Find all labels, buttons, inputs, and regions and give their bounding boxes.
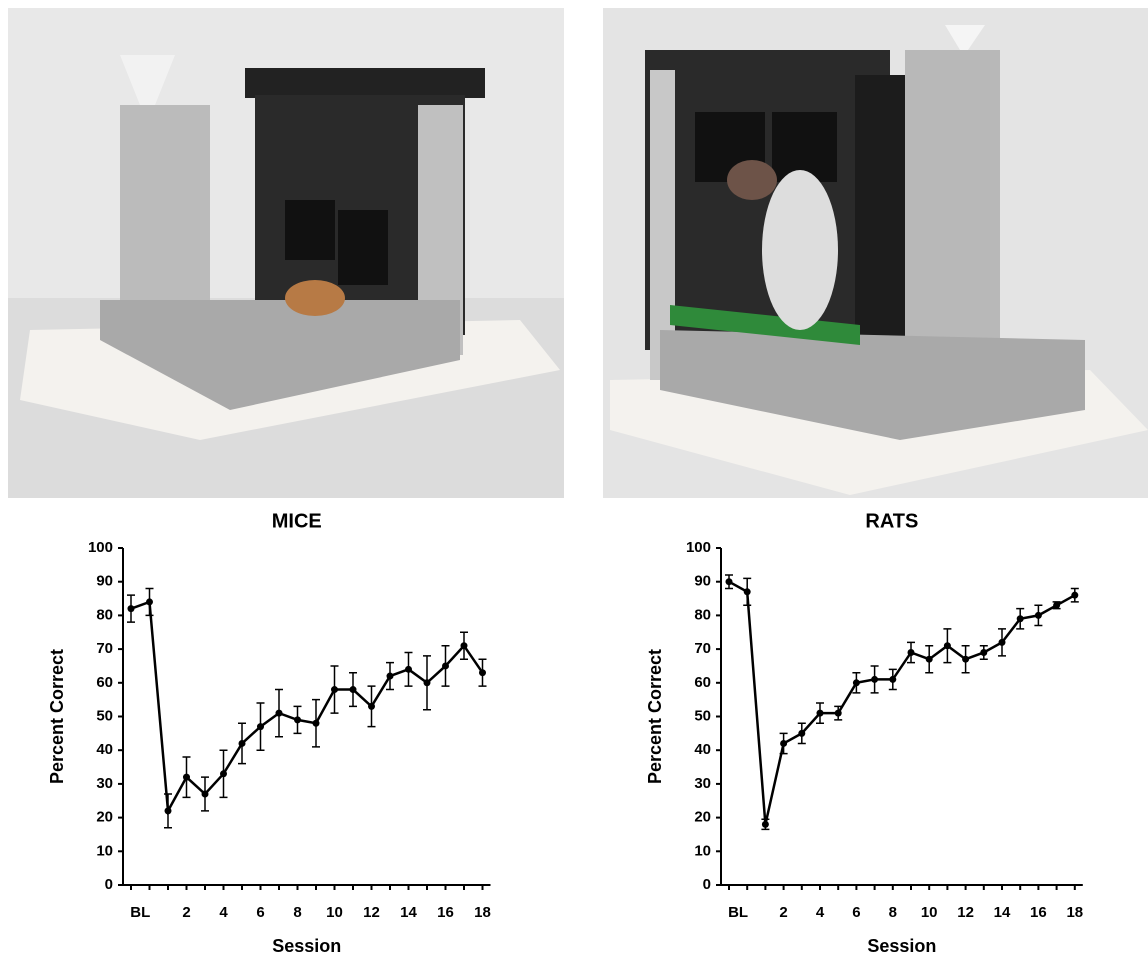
data-point bbox=[889, 675, 897, 683]
data-point bbox=[201, 790, 209, 798]
x-tick-label: 14 bbox=[994, 904, 1011, 921]
x-tick-label: 18 bbox=[474, 904, 491, 921]
data-point bbox=[943, 642, 951, 650]
x-tick-label: 2 bbox=[779, 904, 787, 921]
y-tick-label: 0 bbox=[105, 876, 113, 893]
x-tick-label: 10 bbox=[326, 904, 343, 921]
y-tick-label: 70 bbox=[694, 640, 711, 657]
data-point bbox=[743, 588, 751, 596]
chart-title: RATS bbox=[865, 510, 918, 532]
photo-mice bbox=[8, 8, 564, 498]
y-tick-label: 50 bbox=[694, 707, 711, 724]
x-tick-label: 2 bbox=[182, 904, 190, 921]
x-axis-label: Session bbox=[272, 936, 341, 956]
x-tick-label: 4 bbox=[219, 904, 228, 921]
y-tick-label: 90 bbox=[694, 573, 711, 590]
x-tick-label: 6 bbox=[256, 904, 264, 921]
y-tick-label: 10 bbox=[694, 842, 711, 859]
x-tick-label: 12 bbox=[363, 904, 380, 921]
data-point bbox=[962, 655, 970, 663]
data-point bbox=[780, 739, 788, 747]
data-point bbox=[871, 675, 879, 683]
data-point bbox=[405, 665, 412, 673]
x-tick-label: 10 bbox=[921, 904, 938, 921]
x-tick-label: 18 bbox=[1066, 904, 1083, 921]
y-tick-label: 40 bbox=[694, 741, 711, 758]
chart-title: MICE bbox=[272, 510, 322, 532]
y-tick-label: 40 bbox=[96, 741, 113, 758]
x-tick-label: 4 bbox=[816, 904, 825, 921]
y-tick-label: 100 bbox=[686, 539, 711, 556]
data-point bbox=[442, 662, 449, 670]
data-point bbox=[761, 820, 769, 828]
y-tick-label: 0 bbox=[703, 876, 711, 893]
y-tick-label: 10 bbox=[96, 842, 113, 859]
y-tick-label: 50 bbox=[96, 707, 113, 724]
x-tick-label: 6 bbox=[852, 904, 860, 921]
y-tick-label: 20 bbox=[694, 809, 711, 826]
data-point bbox=[294, 716, 301, 724]
y-tick-label: 70 bbox=[96, 640, 113, 657]
data-point bbox=[479, 669, 486, 677]
x-tick-label: BL bbox=[728, 904, 748, 921]
data-point bbox=[852, 679, 860, 687]
y-tick-label: 30 bbox=[96, 775, 113, 792]
data-point bbox=[460, 642, 468, 650]
data-point bbox=[1034, 611, 1042, 619]
x-tick-label: 8 bbox=[293, 904, 301, 921]
x-tick-label: 16 bbox=[437, 904, 454, 921]
data-point bbox=[907, 648, 915, 656]
data-point bbox=[220, 770, 227, 778]
y-tick-label: 100 bbox=[88, 539, 113, 556]
data-line bbox=[130, 600, 484, 816]
data-point bbox=[312, 719, 320, 727]
data-point bbox=[834, 709, 842, 717]
data-point bbox=[980, 648, 988, 656]
data-point bbox=[146, 598, 153, 606]
data-point bbox=[1016, 615, 1024, 623]
data-point bbox=[349, 686, 357, 694]
x-tick-label: 8 bbox=[889, 904, 897, 921]
y-tick-label: 90 bbox=[96, 573, 113, 590]
x-tick-label: BL bbox=[130, 904, 150, 921]
x-tick-label: 12 bbox=[957, 904, 974, 921]
data-point bbox=[368, 702, 375, 710]
y-tick-label: 80 bbox=[96, 606, 113, 623]
y-tick-label: 80 bbox=[694, 606, 711, 623]
x-tick-label: 16 bbox=[1030, 904, 1047, 921]
y-tick-label: 60 bbox=[96, 674, 113, 691]
y-axis-label: Percent Correct bbox=[47, 649, 67, 784]
y-tick-label: 60 bbox=[694, 674, 711, 691]
data-point bbox=[183, 773, 190, 781]
y-axis-label: Percent Correct bbox=[645, 649, 665, 784]
data-point bbox=[386, 672, 394, 680]
data-point bbox=[816, 709, 824, 717]
y-tick-label: 30 bbox=[694, 775, 711, 792]
x-axis-label: Session bbox=[867, 936, 936, 956]
data-point bbox=[1071, 591, 1079, 599]
data-point bbox=[1053, 601, 1061, 609]
data-point bbox=[925, 655, 933, 663]
data-point bbox=[423, 679, 431, 687]
data-point bbox=[798, 729, 806, 737]
data-point bbox=[238, 739, 246, 747]
data-point bbox=[331, 686, 338, 694]
data-point bbox=[127, 605, 135, 613]
data-point bbox=[164, 807, 172, 815]
data-point bbox=[725, 578, 733, 586]
data-point bbox=[275, 709, 283, 717]
data-point bbox=[998, 638, 1006, 646]
x-tick-label: 14 bbox=[400, 904, 417, 921]
photo-rats bbox=[603, 8, 1148, 498]
data-point bbox=[257, 723, 264, 731]
y-tick-label: 20 bbox=[96, 809, 113, 826]
